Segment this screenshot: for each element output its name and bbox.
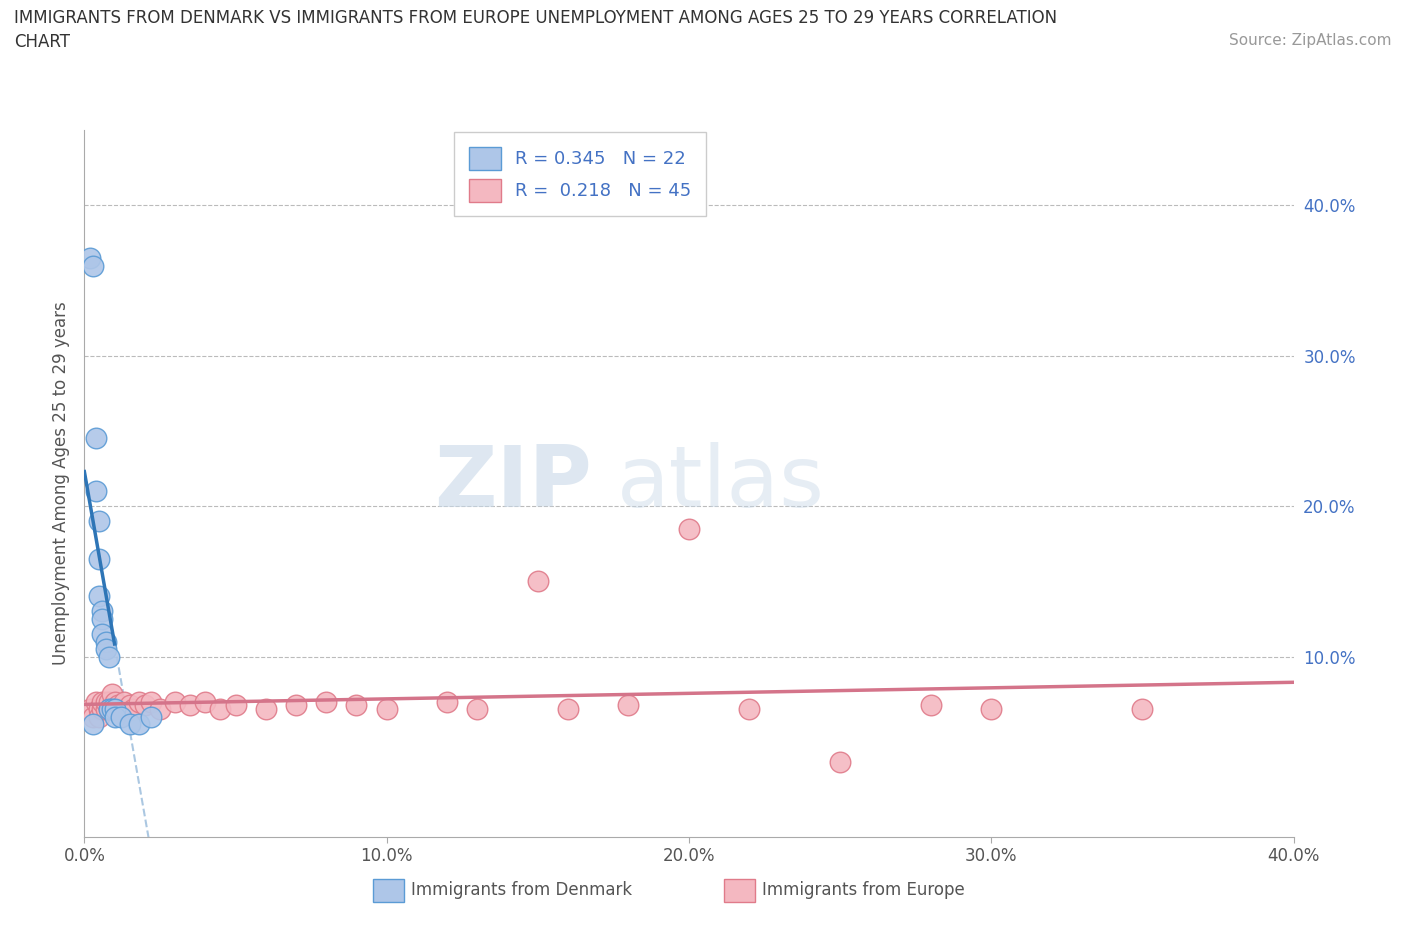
Text: ZIP: ZIP [434, 442, 592, 525]
Point [79, 250, 101, 265]
Point [128, 694, 150, 709]
Text: IMMIGRANTS FROM DENMARK VS IMMIGRANTS FROM EUROPE UNEMPLOYMENT AMONG AGES 25 TO : IMMIGRANTS FROM DENMARK VS IMMIGRANTS FR… [14, 9, 1057, 27]
Point [89, 710, 111, 724]
Point [104, 694, 127, 709]
Point [315, 694, 337, 709]
Text: CHART: CHART [14, 33, 70, 50]
Point [526, 574, 548, 589]
Text: atlas: atlas [616, 442, 824, 525]
Point [209, 702, 232, 717]
Point [104, 702, 127, 717]
Point [97, 702, 120, 717]
Point [91, 702, 114, 717]
Point [1130, 702, 1153, 717]
Point [91, 694, 114, 709]
Text: Immigrants from Europe: Immigrants from Europe [762, 882, 965, 899]
Point [149, 702, 172, 717]
Point [118, 698, 141, 712]
Point [179, 698, 201, 712]
Point [738, 702, 761, 717]
Point [82, 710, 104, 724]
Point [128, 717, 150, 732]
Point [91, 612, 114, 627]
Point [86, 484, 108, 498]
Point [557, 702, 579, 717]
Point [91, 604, 114, 618]
Point [678, 522, 700, 537]
Point [82, 717, 104, 732]
Point [121, 702, 143, 717]
Point [134, 698, 156, 712]
Point [225, 698, 247, 712]
Point [375, 702, 398, 717]
Y-axis label: Unemployment Among Ages 25 to 29 years: Unemployment Among Ages 25 to 29 years [52, 301, 70, 666]
Point [110, 702, 132, 717]
Point [89, 589, 111, 604]
Point [139, 694, 162, 709]
Point [346, 698, 368, 712]
Text: Immigrants from Denmark: Immigrants from Denmark [411, 882, 631, 899]
Point [89, 702, 111, 717]
Point [284, 698, 308, 712]
Point [86, 431, 108, 445]
Point [89, 551, 111, 566]
Point [97, 694, 120, 709]
Point [94, 694, 117, 709]
Point [436, 694, 458, 709]
Point [467, 702, 489, 717]
Text: Source: ZipAtlas.com: Source: ZipAtlas.com [1229, 33, 1392, 47]
Point [94, 702, 117, 717]
Point [194, 694, 217, 709]
Point [100, 702, 122, 717]
Point [617, 698, 640, 712]
Point [830, 754, 852, 769]
Point [79, 702, 101, 717]
Point [110, 710, 132, 724]
Point [97, 702, 120, 717]
Point [82, 259, 104, 273]
Point [100, 698, 122, 712]
Legend: R = 0.345   N = 22, R =  0.218   N = 45: R = 0.345 N = 22, R = 0.218 N = 45 [454, 132, 706, 217]
Point [100, 686, 122, 701]
Point [118, 717, 141, 732]
Point [91, 627, 114, 642]
Point [97, 649, 120, 664]
Point [139, 710, 162, 724]
Point [104, 702, 127, 717]
Point [920, 698, 942, 712]
Point [163, 694, 186, 709]
Point [980, 702, 1002, 717]
Point [89, 513, 111, 528]
Point [112, 694, 135, 709]
Point [94, 634, 117, 649]
Point [94, 642, 117, 657]
Point [107, 698, 129, 712]
Point [254, 702, 277, 717]
Point [86, 694, 108, 709]
Point [104, 710, 127, 724]
